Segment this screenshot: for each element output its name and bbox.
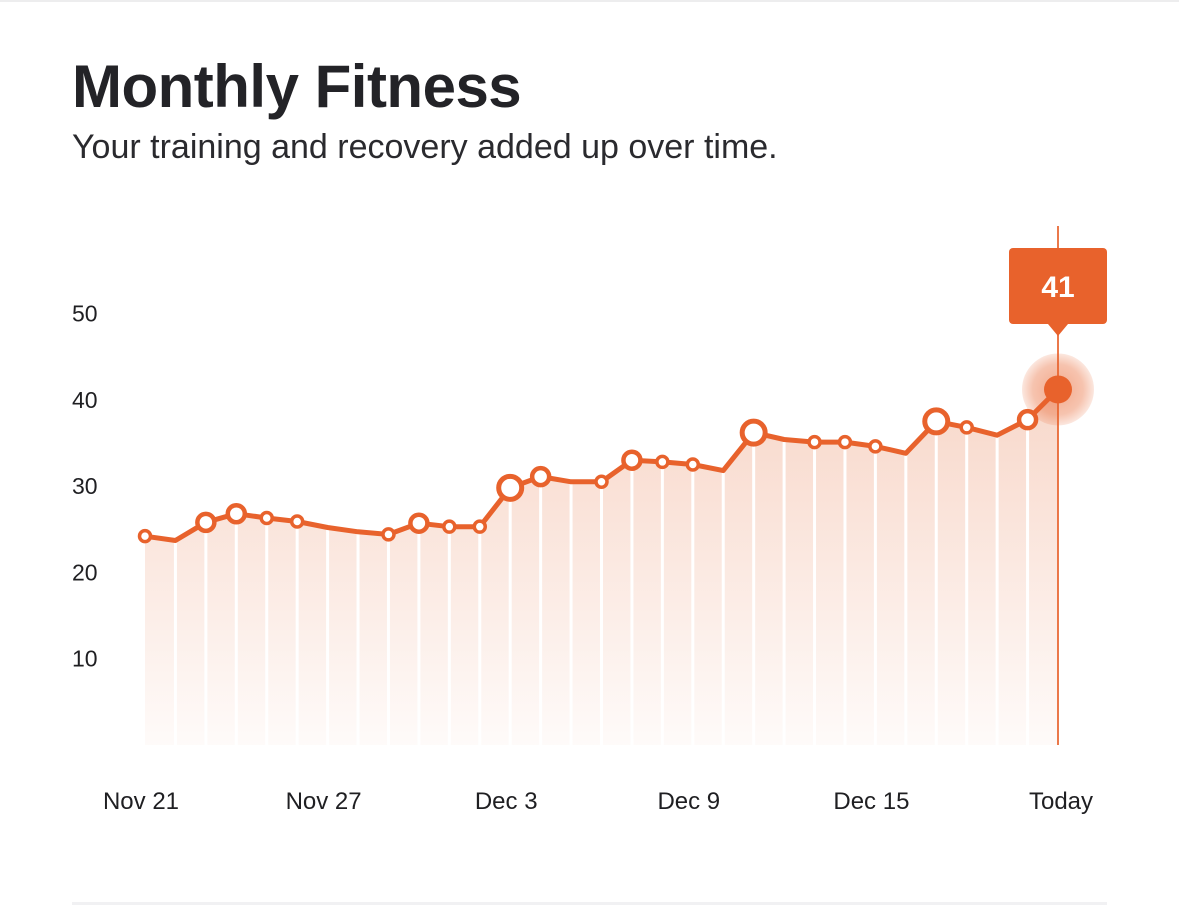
x-tick-label: Dec 9: [657, 788, 720, 815]
x-axis: Nov 21 Nov 27 Dec 3 Dec 9 Dec 15 Today: [103, 788, 1093, 815]
page-subtitle: Your training and recovery added up over…: [72, 128, 778, 166]
data-point[interactable]: [594, 474, 609, 490]
data-point[interactable]: [837, 434, 853, 450]
data-point[interactable]: [381, 527, 396, 542]
data-point[interactable]: [685, 457, 701, 472]
y-tick-label: 50: [72, 301, 98, 327]
data-point[interactable]: [496, 473, 525, 502]
tooltip-value: 41: [1041, 271, 1074, 304]
data-point[interactable]: [259, 510, 274, 526]
data-point[interactable]: [225, 502, 248, 525]
data-point[interactable]: [868, 439, 883, 454]
data-point[interactable]: [621, 449, 643, 471]
data-point[interactable]: [959, 420, 974, 435]
data-point[interactable]: [807, 434, 822, 450]
data-point[interactable]: [739, 418, 768, 447]
data-point[interactable]: [472, 519, 488, 534]
data-points: [137, 353, 1094, 544]
page-title: Monthly Fitness: [72, 53, 522, 120]
x-tick-label: Nov 27: [286, 788, 362, 815]
current-point[interactable]: [1044, 375, 1072, 404]
data-point[interactable]: [137, 528, 153, 544]
data-point[interactable]: [442, 519, 457, 534]
data-point[interactable]: [195, 511, 217, 534]
data-point[interactable]: [922, 407, 951, 436]
x-tick-label: Nov 21: [103, 788, 179, 815]
tooltip-pointer: [1048, 324, 1068, 336]
data-point[interactable]: [655, 454, 670, 470]
y-tick-label: 30: [72, 473, 98, 499]
x-tick-label: Dec 15: [833, 788, 909, 815]
data-point[interactable]: [529, 465, 552, 488]
data-point[interactable]: [408, 512, 430, 534]
tooltip-box: [1009, 248, 1107, 324]
x-tick-label: Dec 3: [475, 788, 538, 815]
y-tick-label: 40: [72, 387, 98, 413]
y-tick-label: 20: [72, 559, 98, 585]
y-axis: 10 20 30 40 50: [72, 301, 98, 672]
bottom-divider: [72, 902, 1107, 905]
x-tick-label: Today: [1029, 788, 1093, 815]
day-separators: [173, 421, 1030, 745]
data-point[interactable]: [289, 514, 305, 529]
top-divider: [0, 0, 1179, 2]
data-point[interactable]: [1016, 408, 1039, 431]
current-value-tooltip: 41: [1009, 248, 1107, 336]
y-tick-label: 10: [72, 646, 98, 672]
